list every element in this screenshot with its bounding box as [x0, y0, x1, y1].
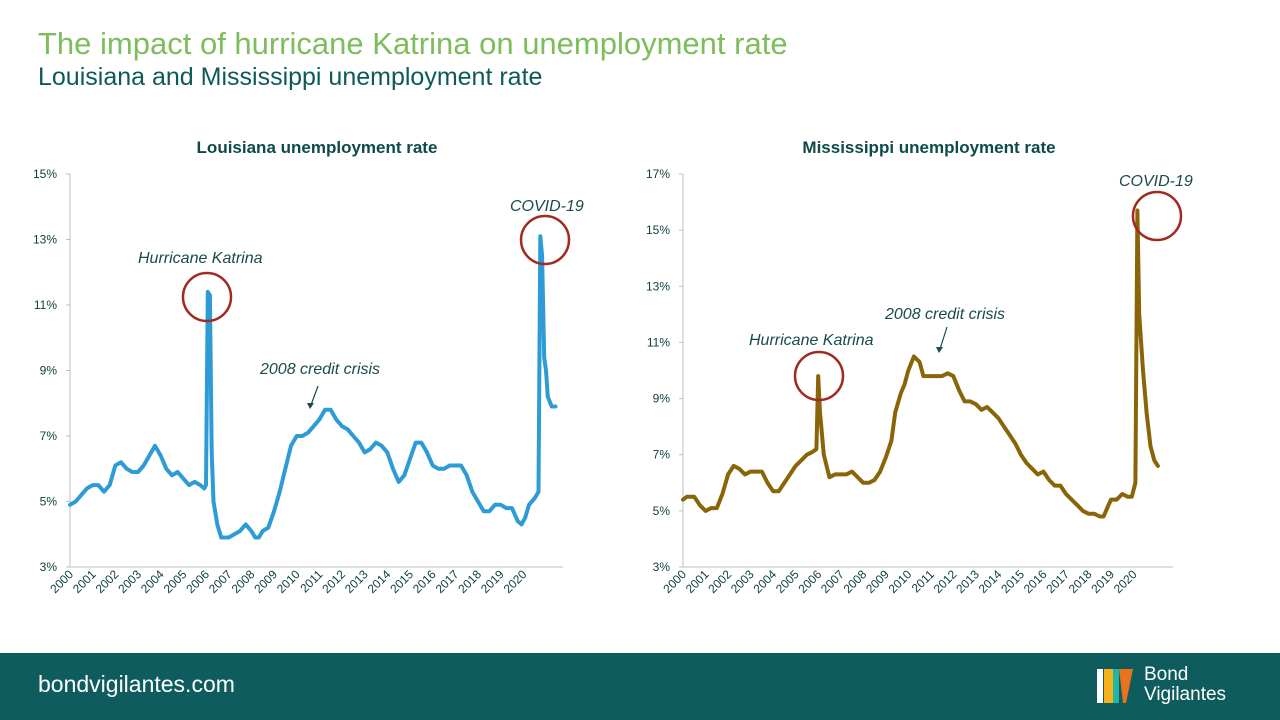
x-tick-label: 2006: [796, 567, 825, 596]
y-tick-label: 5%: [40, 495, 58, 509]
y-tick-label: 9%: [40, 364, 58, 378]
louisiana-crisis-label: 2008 credit crisis: [259, 361, 380, 378]
louisiana-crisis-arrowhead: [307, 403, 314, 409]
y-tick-label: 7%: [653, 448, 671, 462]
y-tick-label: 9%: [653, 392, 671, 406]
x-tick-label: 2020: [501, 567, 530, 596]
mississippi-chart-title: Mississippi unemployment rate: [802, 138, 1055, 157]
mississippi-axes: [682, 174, 1173, 568]
x-tick-label: 2008: [841, 567, 870, 596]
brand-line-2: Vigilantes: [1144, 684, 1227, 705]
y-tick-label: 3%: [653, 560, 671, 574]
mississippi-chart: Mississippi unemployment rate 17%15%13%1…: [646, 138, 1193, 596]
louisiana-y-ticks: 15% 13% 11% 9% 7% 5% 3%: [33, 167, 70, 574]
page-subtitle: Louisiana and Mississippi unemployment r…: [38, 63, 543, 91]
y-tick-label: 13%: [33, 233, 57, 247]
x-tick-label: 2011: [909, 567, 937, 595]
y-tick-label: 15%: [33, 167, 57, 181]
louisiana-covid-circle: [519, 214, 571, 266]
x-tick-label: 2012: [931, 567, 960, 596]
x-tick-label: 2013: [953, 567, 982, 596]
mississippi-covid-circle: [1131, 190, 1183, 242]
louisiana-x-ticks: 2000200120022003200420052006200720082009…: [47, 567, 529, 596]
mississippi-katrina-label: Hurricane Katrina: [749, 332, 874, 349]
x-tick-label: 2010: [274, 567, 303, 596]
x-tick-label: 2007: [818, 567, 847, 596]
x-tick-label: 2001: [683, 567, 712, 596]
x-tick-label: 2015: [998, 567, 1027, 596]
y-tick-label: 17%: [646, 167, 670, 181]
x-tick-label: 2002: [705, 567, 734, 596]
louisiana-covid-label: COVID-19: [510, 198, 584, 215]
x-tick-label: 2003: [728, 567, 757, 596]
mississippi-covid-label: COVID-19: [1119, 173, 1193, 190]
x-tick-label: 2018: [455, 567, 484, 596]
x-tick-label: 2012: [319, 567, 348, 596]
y-tick-label: 11%: [647, 335, 670, 349]
x-tick-label: 2017: [433, 567, 462, 596]
louisiana-crisis-arrow: [310, 385, 319, 406]
x-tick-label: 2010: [886, 567, 915, 596]
mississippi-crisis-label: 2008 credit crisis: [884, 306, 1005, 323]
mississippi-x-ticks: 2000200120022003200420052006200720082009…: [660, 567, 1140, 596]
y-tick-label: 7%: [40, 429, 58, 443]
x-tick-label: 2018: [1066, 567, 1095, 596]
page-title: The impact of hurricane Katrina on unemp…: [38, 26, 788, 61]
x-tick-label: 2007: [206, 567, 235, 596]
x-tick-label: 2009: [251, 567, 280, 596]
louisiana-chart: Louisiana unemployment rate 15% 13% 11% 9% 7…: [33, 138, 584, 596]
x-tick-label: 2005: [161, 567, 190, 596]
mississippi-crisis-arrow: [939, 326, 948, 350]
louisiana-series-line: [68, 234, 558, 540]
x-tick-label: 2001: [70, 567, 99, 596]
x-tick-label: 2004: [138, 567, 167, 596]
x-tick-label: 2004: [750, 567, 779, 596]
x-tick-label: 2020: [1111, 567, 1140, 596]
brand: Bond Vigilantes: [1096, 665, 1256, 709]
mississippi-annotations: Hurricane Katrina 2008 credit crisis COV…: [749, 173, 1193, 402]
brand-line-1: Bond: [1144, 664, 1189, 685]
x-tick-label: 2014: [976, 567, 1005, 596]
x-tick-label: 2017: [1043, 567, 1072, 596]
x-tick-label: 2013: [342, 567, 371, 596]
x-tick-label: 2019: [478, 567, 507, 596]
x-tick-label: 2016: [1021, 567, 1050, 596]
y-tick-label: 5%: [653, 504, 671, 518]
louisiana-chart-title: Louisiana unemployment rate: [197, 138, 438, 157]
x-tick-label: 2003: [115, 567, 144, 596]
bond-vigilantes-logo-icon: [1097, 669, 1133, 703]
x-tick-label: 2019: [1088, 567, 1117, 596]
louisiana-katrina-circle: [181, 271, 233, 323]
x-tick-label: 2006: [183, 567, 212, 596]
x-tick-label: 2005: [773, 567, 802, 596]
y-tick-label: 3%: [40, 560, 58, 574]
mississippi-crisis-arrowhead: [936, 347, 943, 353]
x-tick-label: 2016: [410, 567, 439, 596]
footer-url-link[interactable]: bondvigilantes.com: [38, 671, 235, 697]
y-tick-label: 11%: [34, 298, 57, 312]
x-tick-label: 2014: [365, 567, 394, 596]
x-tick-label: 2011: [297, 567, 325, 595]
x-tick-label: 2015: [387, 567, 416, 596]
x-tick-label: 2009: [863, 567, 892, 596]
mississippi-y-ticks: 17% 15% 13% 11% 9% 7% 5% 3%: [646, 167, 683, 574]
louisiana-katrina-label: Hurricane Katrina: [138, 250, 263, 267]
brand-name: Bond Vigilantes: [1144, 665, 1226, 705]
x-tick-label: 2008: [229, 567, 258, 596]
charts-canvas: Louisiana unemployment rate 15% 13% 11% 9% 7…: [33, 138, 1193, 596]
y-tick-label: 15%: [646, 223, 670, 237]
footer: bondvigilantes.com Bond Vigilantes: [0, 653, 1280, 720]
x-tick-label: 2002: [93, 567, 122, 596]
louisiana-annotations: Hurricane Katrina 2008 credit crisis COV…: [138, 198, 584, 409]
mississippi-series-line: [681, 208, 1160, 519]
y-tick-label: 13%: [646, 279, 670, 293]
mississippi-katrina-circle: [793, 350, 845, 402]
